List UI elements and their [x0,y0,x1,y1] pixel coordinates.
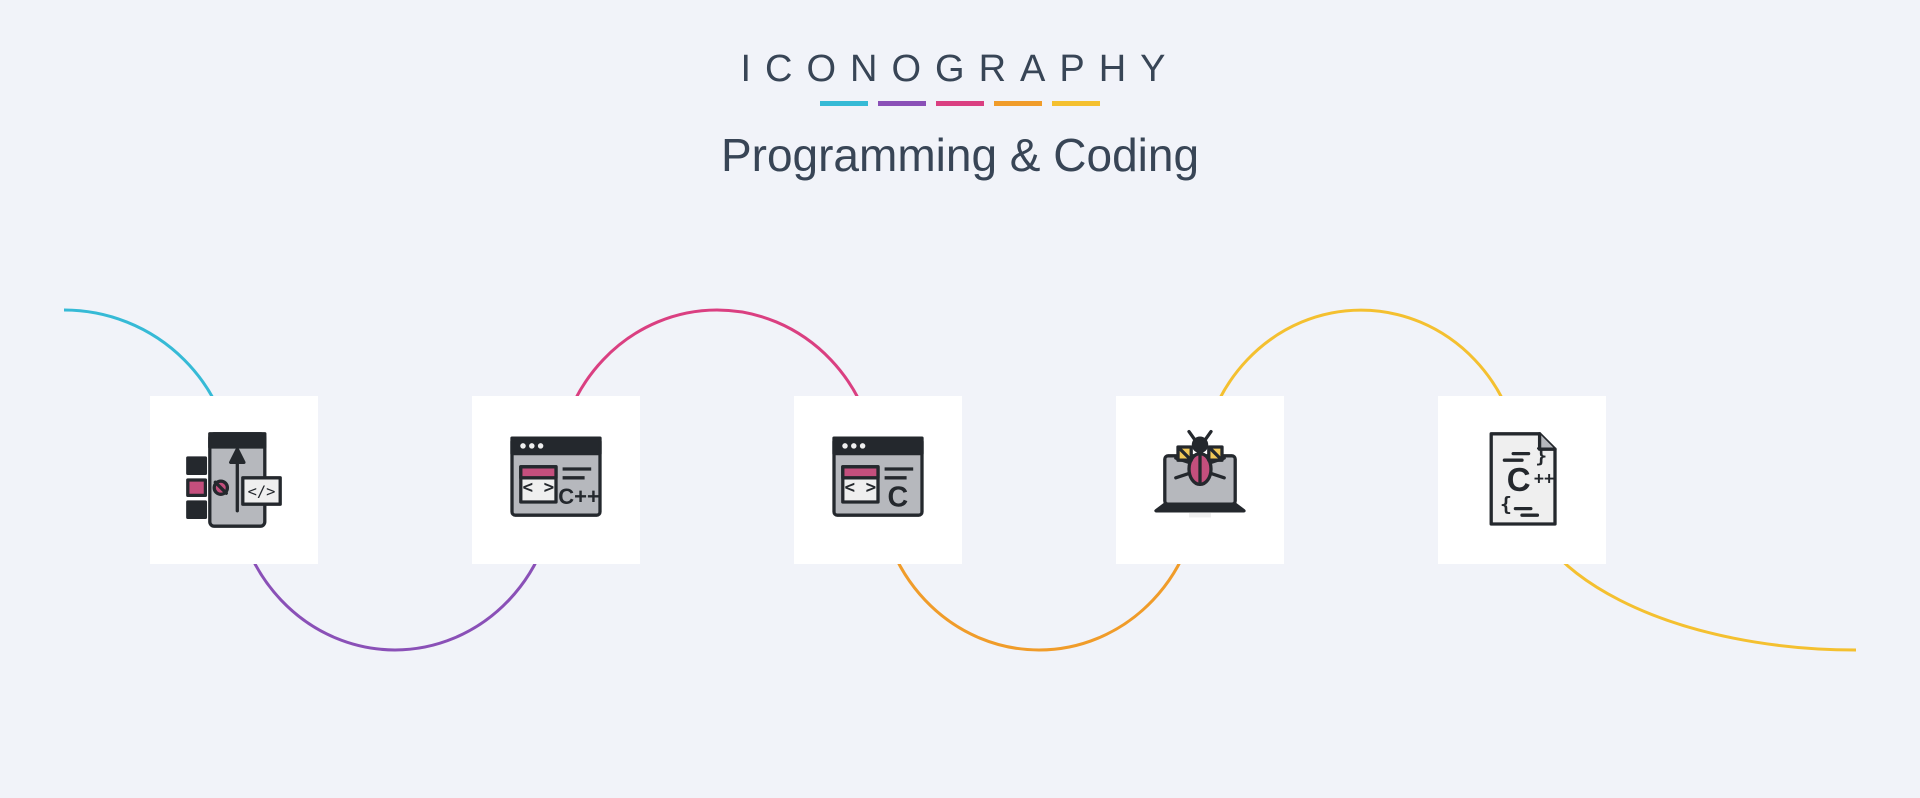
divider-row [0,101,1920,106]
icon-stage: </> < > C++ [0,280,1920,720]
subtitle: Programming & Coding [0,128,1920,182]
svg-text:< >: < > [523,478,555,498]
debugging-laptop-icon [1116,396,1284,564]
divider-seg-3 [936,101,984,106]
c-browser-icon: < > C [794,396,962,564]
divider-seg-1 [820,101,868,106]
divider-seg-4 [994,101,1042,106]
svg-text:C++: C++ [558,484,600,509]
svg-text:< >: < > [845,478,877,498]
divider-seg-2 [878,101,926,106]
brand-title: ICONOGRAPHY [0,48,1920,91]
svg-text:C: C [887,481,908,513]
divider-seg-5 [1052,101,1100,106]
cpp-browser-icon: < > C++ [472,396,640,564]
cpp-file-icon: } { C ++ [1438,396,1606,564]
svg-text:++: ++ [1534,468,1555,488]
svg-text:</>: </> [248,483,276,501]
svg-text:C: C [1507,461,1531,498]
svg-text:}: } [1535,444,1547,467]
header: ICONOGRAPHY Programming & Coding [0,0,1920,182]
algorithm-flow-icon: </> [150,396,318,564]
